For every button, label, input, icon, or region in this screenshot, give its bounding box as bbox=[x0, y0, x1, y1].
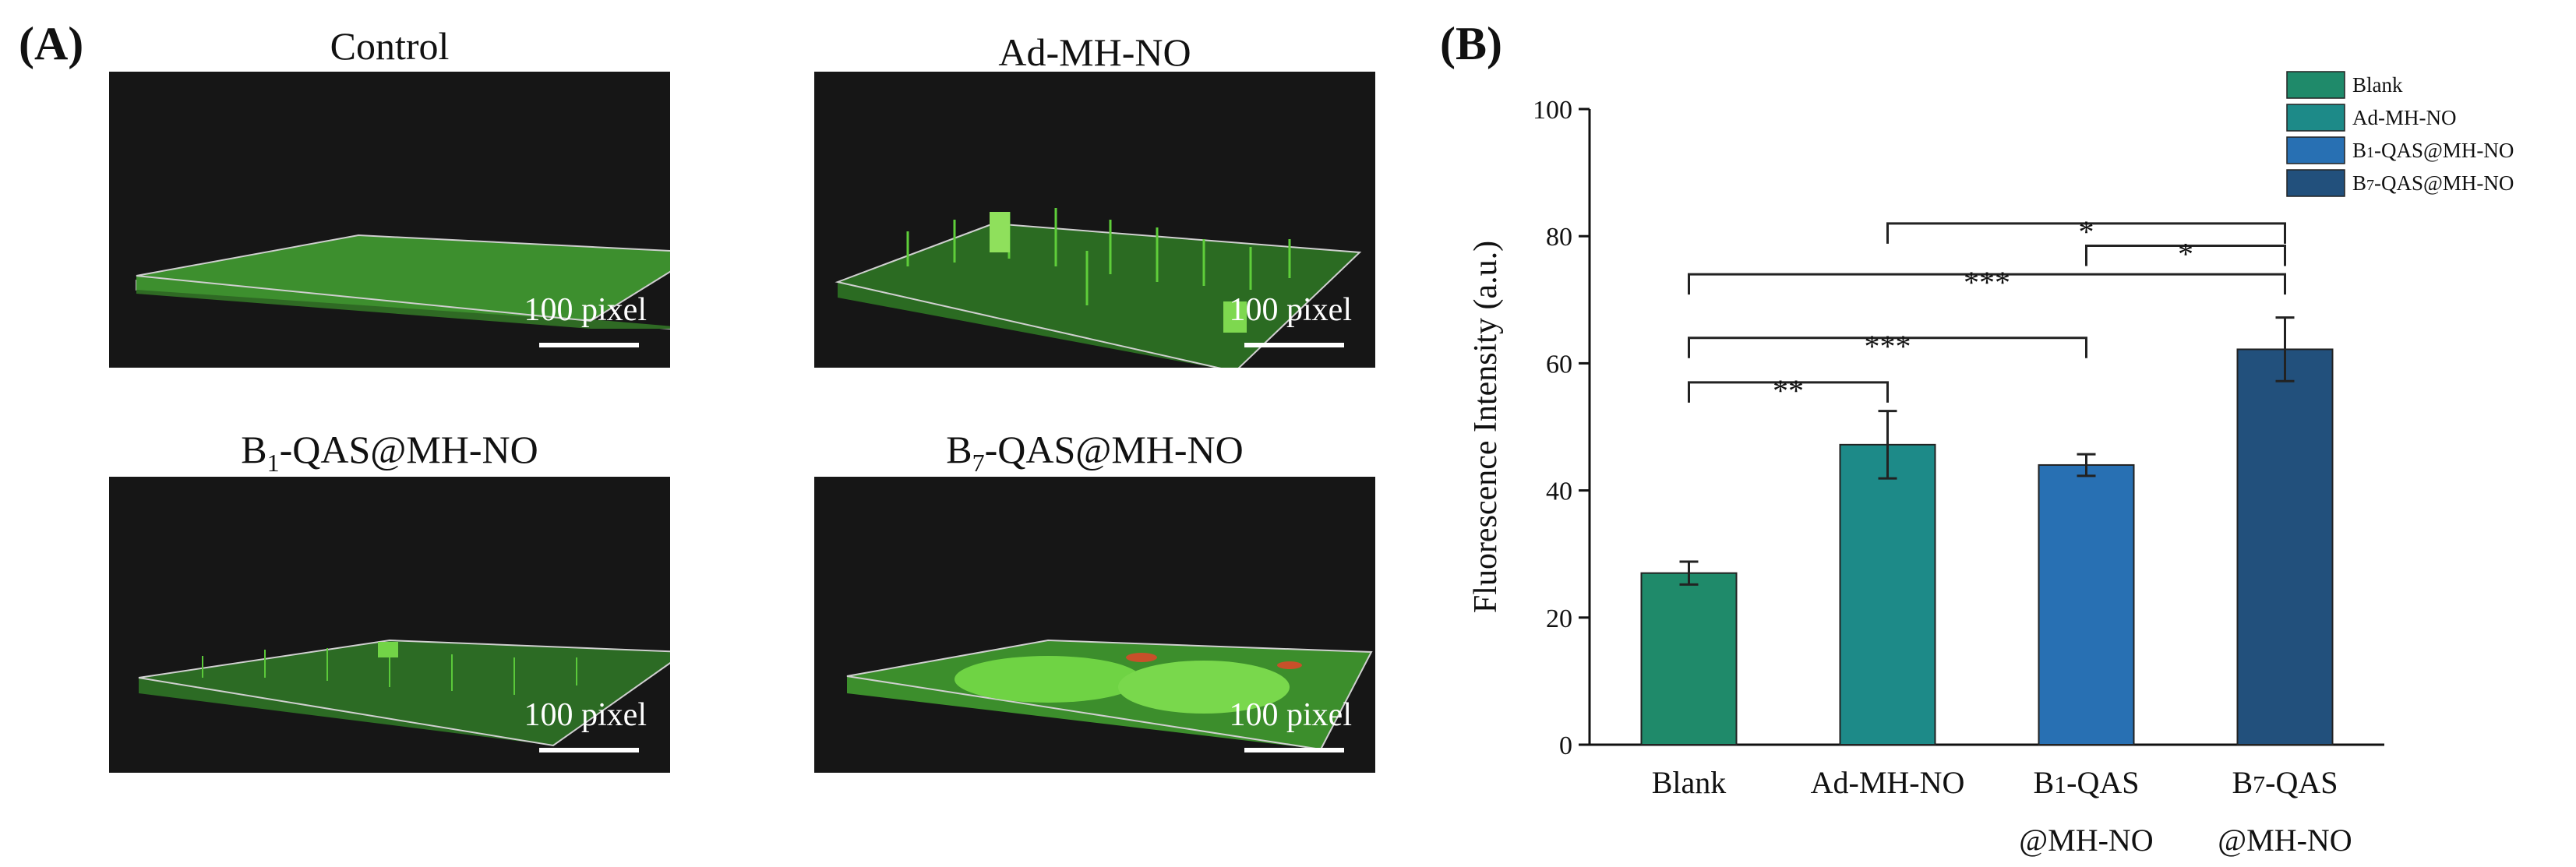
scale-bar bbox=[539, 748, 639, 752]
scale-bar bbox=[1244, 748, 1344, 752]
y-tick-label: 100 bbox=[1533, 96, 1572, 125]
significance-bracket bbox=[1886, 222, 2286, 244]
image-title-b1-qas: B1-QAS@MH-NO bbox=[241, 428, 538, 477]
biofilm-3d-render bbox=[846, 639, 1373, 751]
significance-brackets: ********** bbox=[1688, 214, 2286, 408]
bar bbox=[2038, 463, 2135, 746]
panel-a-label: (A) bbox=[19, 18, 84, 69]
significance-bracket bbox=[2085, 244, 2286, 266]
image-title-b7-qas: B7-QAS@MH-NO bbox=[946, 428, 1244, 477]
x-axis-labels: Blank Ad-MH-NO B1-QAS @MH-NO B7-QAS @MH-NO bbox=[1652, 765, 2352, 857]
biofilm-image-b1-qas: 100 pixel bbox=[109, 477, 670, 773]
error-bars bbox=[1679, 316, 2295, 586]
biofilm-image-ad-mh-no: 100 pixel bbox=[814, 72, 1375, 368]
significance-label: *** bbox=[1964, 265, 2010, 300]
fluorescence-bar-chart: 0 20 40 60 80 100 Fluorescence Intensity (a.u.… bbox=[1468, 71, 2514, 857]
x-tick-label: @MH-NO bbox=[2218, 823, 2352, 857]
legend-label: B7-QAS@MH-NO bbox=[2352, 171, 2514, 195]
significance-bracket bbox=[1688, 381, 1889, 403]
x-tick-label: B7-QAS bbox=[2232, 765, 2338, 800]
scale-bar-label: 100 pixel bbox=[524, 292, 647, 328]
bar-series bbox=[1640, 348, 2334, 746]
significance-label: * bbox=[2178, 236, 2193, 271]
bar bbox=[2236, 348, 2334, 745]
legend-label: B1-QAS@MH-NO bbox=[2352, 139, 2514, 162]
panel-b-label: (B) bbox=[1440, 18, 1502, 69]
scale-bar bbox=[539, 343, 639, 347]
scale-bar-label: 100 pixel bbox=[1229, 292, 1352, 328]
significance-bracket bbox=[1688, 273, 2286, 295]
x-tick-label: Ad-MH-NO bbox=[1811, 765, 1965, 800]
bar bbox=[1839, 443, 1936, 745]
significance-label: ** bbox=[1773, 373, 1804, 408]
x-tick-label: B1-QAS bbox=[2033, 765, 2139, 800]
significance-label: * bbox=[2079, 214, 2094, 249]
y-tick-label: 80 bbox=[1546, 223, 1572, 252]
y-tick-label: 0 bbox=[1559, 731, 1572, 760]
biofilm-3d-render bbox=[136, 234, 670, 330]
scale-bar-label: 100 pixel bbox=[1229, 697, 1352, 733]
biofilm-image-b7-qas: 100 pixel bbox=[814, 477, 1375, 773]
y-tick-label: 20 bbox=[1546, 604, 1572, 633]
legend: Blank Ad-MH-NO B1-QAS@MH-NO B7-QAS@MH-NO bbox=[2286, 71, 2514, 197]
legend-label: Blank bbox=[2352, 73, 2403, 97]
significance-bracket bbox=[1688, 337, 2087, 358]
x-tick-label: Blank bbox=[1652, 765, 1727, 800]
legend-label: Ad-MH-NO bbox=[2352, 106, 2456, 129]
scale-bar-label: 100 pixel bbox=[524, 697, 647, 733]
biofilm-image-control: 100 pixel bbox=[109, 72, 670, 368]
legend-swatch bbox=[2286, 104, 2345, 132]
y-axis-title: Fluorescence Intensity (a.u.) bbox=[1468, 241, 1504, 613]
image-title-ad-mh-no: Ad-MH-NO bbox=[998, 30, 1191, 74]
biofilm-3d-render bbox=[835, 208, 1362, 368]
biofilm-3d-render bbox=[138, 639, 670, 747]
legend-swatch bbox=[2286, 169, 2345, 197]
y-tick-label: 40 bbox=[1546, 478, 1572, 506]
image-title-control: Control bbox=[330, 24, 450, 68]
y-tick-label: 60 bbox=[1546, 350, 1572, 379]
x-tick-label: @MH-NO bbox=[2019, 823, 2153, 857]
significance-label: *** bbox=[1865, 329, 1911, 364]
legend-swatch bbox=[2286, 136, 2345, 164]
legend-swatch bbox=[2286, 71, 2345, 99]
bar bbox=[1640, 572, 1738, 745]
scale-bar bbox=[1244, 343, 1344, 347]
